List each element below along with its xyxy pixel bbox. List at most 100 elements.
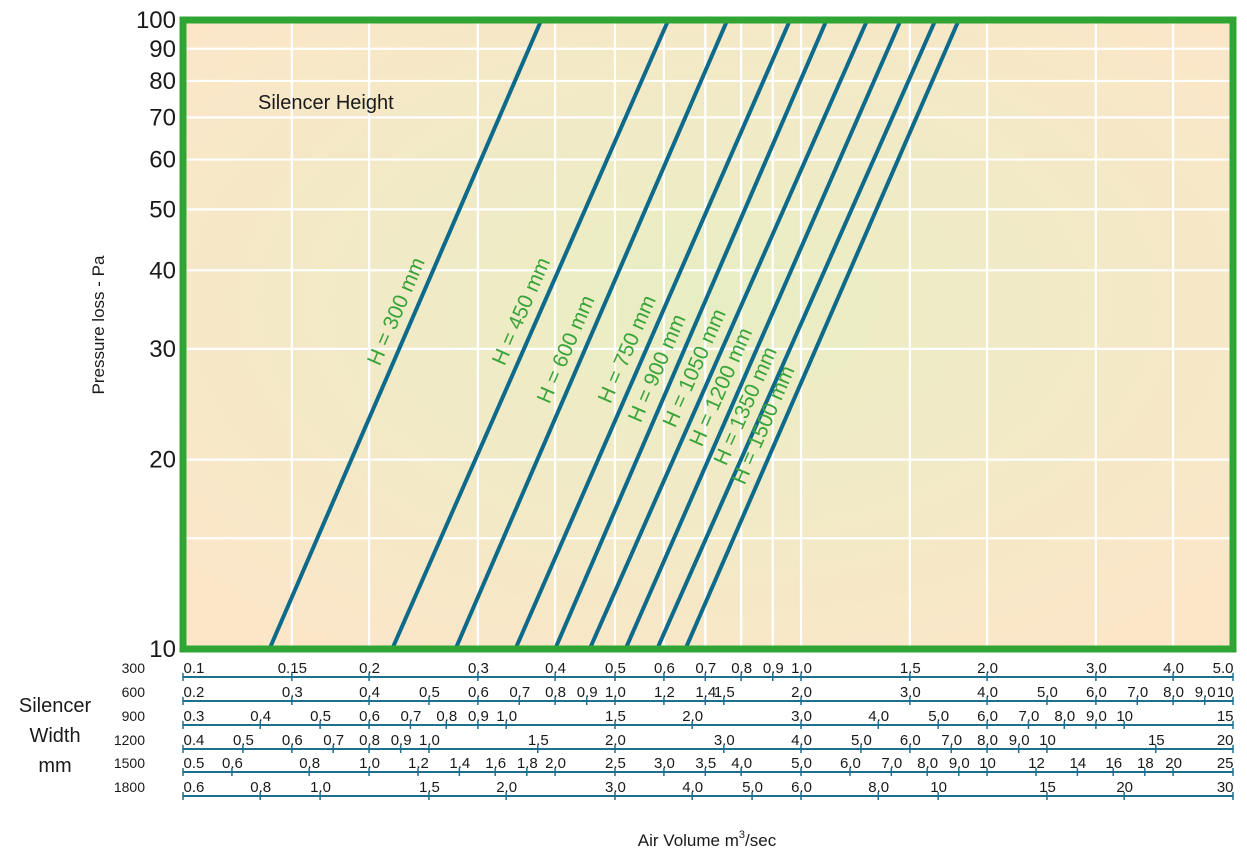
width-scale-tick-label: 1.4 (695, 684, 716, 701)
width-scale-tick-label: 1.0 (310, 779, 331, 796)
width-scale-row: 1800 0.6 0.8 1.0 1.5 2.0 3.0 4.0 5.0 6.0 8.0 10 15 20… (114, 779, 1234, 800)
width-scale-tick-label: 6.0 (1086, 684, 1107, 701)
width-scale-tick-label: 0.6 (184, 779, 205, 796)
width-scale-tick-label: 0.8 (436, 708, 457, 725)
width-scale-tick-label: 2.0 (791, 684, 812, 701)
width-scale-tick-label: 0.1 (184, 660, 205, 677)
width-scale-tick-label: 30 (1217, 779, 1234, 796)
width-scale-tick-label: 0.6 (222, 755, 243, 772)
width-scale-tick-label: 0.8 (545, 684, 566, 701)
width-scale-tick-label: 0.4 (545, 660, 566, 677)
width-scale-tick-label: 5.0 (791, 755, 812, 772)
width-scale-tick-label: 2.0 (545, 755, 566, 772)
y-tick-label: 40 (149, 257, 176, 284)
width-scale-tick-label: 0.7 (400, 708, 421, 725)
width-scale-tick-label: 3.0 (654, 755, 675, 772)
series-line (553, 19, 829, 650)
width-scale-tick-label: 9.0 (1009, 732, 1030, 749)
width-scale-tick-label: 0.8 (299, 755, 320, 772)
y-tick-label: 80 (149, 68, 176, 95)
series-line (390, 19, 671, 650)
width-scale-tick-label: 4.0 (1163, 660, 1184, 677)
width-scale-tick-label: 0.9 (577, 684, 598, 701)
width-scale-tick-label: 1.5 (419, 779, 440, 796)
width-scale-tick-label: 0.7 (695, 660, 716, 677)
width-scale-tick-label: 10 (1039, 732, 1056, 749)
x-axis-title-main: Air Volume m (638, 831, 739, 850)
y-tick-label: 70 (149, 104, 176, 131)
width-scale-tick-label: 0.5 (310, 708, 331, 725)
width-scale-tick-label: 10 (930, 779, 947, 796)
green-frame (179, 16, 1237, 653)
width-scale-tick-label: 8.0 (868, 779, 889, 796)
width-scale-tick-label: 0.6 (654, 660, 675, 677)
width-scale-tick-label: 15 (1148, 732, 1165, 749)
width-scale-tick-label: 1.0 (791, 660, 812, 677)
width-scale-tick-label: 0.9 (763, 660, 784, 677)
width-scale-tick-label: 18 (1137, 755, 1154, 772)
series-line (453, 19, 730, 650)
width-scale-tick-label: 0.8 (731, 660, 752, 677)
width-scale-tick-label: 4.0 (977, 684, 998, 701)
width-scale-tick-label: 7.0 (1127, 684, 1148, 701)
width-scale-tick-label: 20 (1116, 779, 1133, 796)
width-scale-tick-label: 3.0 (900, 684, 921, 701)
width-scale-tick-label: 15 (1039, 779, 1056, 796)
width-scale-tick-label: 0.15 (278, 660, 307, 677)
width-scale-tick-label: 10 (1116, 708, 1133, 725)
width-scale-tick-label: 7.0 (881, 755, 902, 772)
width-scale-tick-label: 0.2 (359, 660, 380, 677)
width-scale-tick-label: 0.3 (184, 708, 205, 725)
width-scale-tick-label: 1.0 (419, 732, 440, 749)
width-scale-tick-label: 3.0 (714, 732, 735, 749)
width-scale-tick-label: 0.8 (250, 779, 271, 796)
x-axis-title-superscript: 3 (739, 829, 745, 841)
width-scale-tick-label: 0.9 (468, 708, 489, 725)
width-scale-tick-label: 0.3 (282, 684, 303, 701)
x-axis-title: Air Volume m3/sec (638, 829, 777, 850)
width-scale-label: 300 (122, 660, 146, 676)
width-scale-tick-label: 9.0 (949, 755, 970, 772)
width-scale-tick-label: 4.0 (682, 779, 703, 796)
width-scale-tick-label: 1.5 (900, 660, 921, 677)
plot-frame (179, 16, 1237, 653)
width-scale-tick-label: 9.0 (1195, 684, 1216, 701)
series-line (267, 19, 544, 650)
width-scale-tick-label: 3.0 (605, 779, 626, 796)
series-line (513, 19, 792, 650)
width-scale-tick-label: 0.6 (468, 684, 489, 701)
width-scale-tick-label: 1.5 (528, 732, 549, 749)
width-scale-tick-label: 1.0 (605, 684, 626, 701)
chart-annotation: Silencer Height (258, 92, 394, 114)
width-scale-tick-label: 4.0 (791, 732, 812, 749)
width-scale-tick-label: 0.3 (468, 660, 489, 677)
width-scale-tick-label: 0.2 (184, 684, 205, 701)
width-scale-tick-label: 10 (979, 755, 996, 772)
series-line (655, 19, 938, 650)
x-axis-title-tail: /sec (745, 831, 777, 850)
width-scale-row: 600 0.2 0.3 0.4 0.5 0.6 0.7 0.8 0.9 1.0 1.2 1.41.5 2… (122, 684, 1234, 705)
width-scale-tick-label: 7.0 (1019, 708, 1040, 725)
width-scales: 300 0.1 0.15 0.2 0.3 0.4 0.5 0.6 0.7 0.8 0.9 1.0 1.5… (114, 660, 1234, 800)
width-scale-tick-label: 2.5 (605, 755, 626, 772)
y-tick-label: 30 (149, 336, 176, 363)
width-scale-tick-label: 9.0 (1086, 708, 1107, 725)
width-scale-tick-label: 6.0 (977, 708, 998, 725)
series-line (587, 19, 870, 650)
width-scale-tick-label: 20 (1217, 732, 1234, 749)
width-scale-tick-label: 1.5 (714, 684, 735, 701)
width-scale-tick-label: 20 (1165, 755, 1182, 772)
y-tick-label: 60 (149, 147, 176, 174)
width-scale-tick-label: 0.4 (184, 732, 205, 749)
width-scale-tick-label: 1.8 (517, 755, 538, 772)
width-scale-tick-label: 3.0 (1086, 660, 1107, 677)
width-scale-tick-label: 5.0 (851, 732, 872, 749)
width-scale-tick-label: 0.6 (359, 708, 380, 725)
width-scale-label: 900 (122, 708, 146, 724)
width-scale-tick-label: 4.0 (731, 755, 752, 772)
width-scale-tick-label: 1.6 (485, 755, 506, 772)
width-scale-tick-label: 0.4 (359, 684, 380, 701)
y-tick-label: 10 (149, 636, 176, 663)
width-scale-tick-label: 0.4 (250, 708, 271, 725)
